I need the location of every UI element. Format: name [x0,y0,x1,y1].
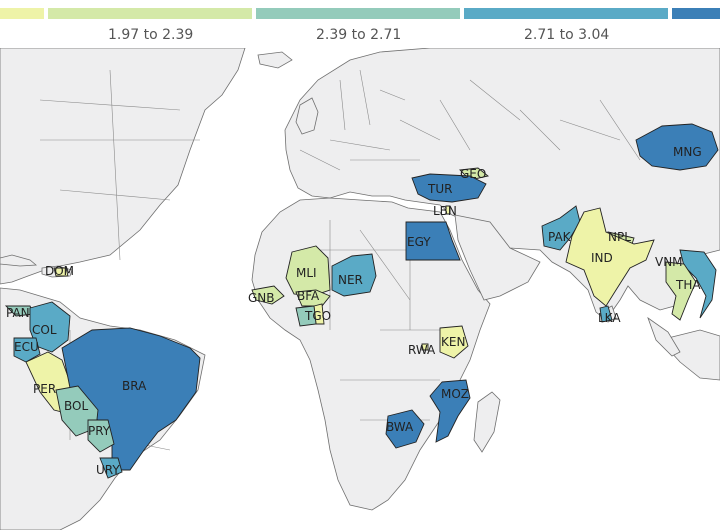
country-EGY[interactable] [405,221,461,261]
land-indonesia [659,329,720,381]
country-MOZ[interactable] [429,379,471,443]
label-BWA: BWA [386,420,414,434]
border-lines [39,69,641,451]
country-PRY[interactable] [87,419,115,453]
label-BFA: BFA [297,289,320,303]
country-NER[interactable] [331,253,377,297]
label-LKA: LKA [598,311,621,325]
legend-swatch-3 [256,8,460,19]
label-TUR: TUR [427,182,452,196]
label-EGY: EGY [407,235,431,249]
country-LKA[interactable] [599,305,613,323]
label-LBN: LBN [433,204,457,218]
label-VNM: VNM [655,255,683,269]
label-BOL: BOL [64,399,88,413]
label-ECU: ECU [14,340,39,354]
label-BRA: BRA [122,379,147,393]
color-legend: 1.97 to 2.39 2.39 to 2.71 2.71 to 3.04 [0,0,720,48]
label-GNB: GNB [248,291,275,305]
legend-swatch-2 [48,8,252,19]
land-sumatra [647,316,681,357]
label-NPL: NPL [608,230,631,244]
map-svg: MNG GEO TUR LBN EGY PAK NPL IND VNM THA … [0,48,720,530]
land-iceland [257,51,293,69]
label-layer: MNG GEO TUR LBN EGY PAK NPL IND VNM THA … [6,145,702,477]
legend-label-bin-4: 2.71 to 3.04 [524,27,610,43]
label-PAN: PAN [6,306,30,320]
legend-label-bin-3: 2.39 to 2.71 [316,27,402,43]
label-KEN: KEN [441,335,465,349]
country-ECU[interactable] [13,337,41,363]
label-MLI: MLI [296,266,317,280]
country-MNG[interactable] [635,123,719,171]
country-RWA[interactable] [421,343,429,351]
label-MOZ: MOZ [441,387,469,401]
legend-swatch-1 [0,8,44,19]
label-PRY: PRY [88,424,111,438]
country-THA[interactable] [665,261,697,321]
legend-swatch-5 [672,8,720,19]
country-layer [4,123,719,479]
label-RWA: RWA [408,343,436,357]
label-COL: COL [32,323,57,337]
country-BFA[interactable] [295,289,331,307]
label-IND: IND [591,251,613,265]
country-URY[interactable] [99,457,123,479]
country-TUR[interactable] [411,173,487,203]
label-DOM: DOM [45,264,74,278]
land-north-america [0,48,246,285]
country-DOM[interactable] [53,267,69,277]
country-COL[interactable] [29,301,71,353]
country-GNB[interactable] [251,285,285,305]
label-NER: NER [338,273,363,287]
country-BWA[interactable] [385,409,425,449]
label-MNG: MNG [673,145,702,159]
label-TGO: TGO [304,309,331,323]
country-LBN[interactable] [445,205,451,215]
land-cuba [0,254,38,267]
land-madagascar [473,391,501,453]
label-PER: PER [33,382,56,396]
label-URY: URY [96,463,120,477]
country-IND[interactable] [565,207,655,307]
label-GEO: GEO [460,167,486,181]
country-GHA[interactable] [295,305,317,327]
legend-label-bin-2: 1.97 to 2.39 [108,27,194,43]
land-arabia [454,214,541,301]
country-KEN[interactable] [439,325,469,359]
label-THA: THA [675,278,701,292]
land-britain [295,97,319,135]
legend-swatch-4 [464,8,668,19]
label-PAK: PAK [548,230,572,244]
world-map[interactable]: MNG GEO TUR LBN EGY PAK NPL IND VNM THA … [0,48,720,530]
